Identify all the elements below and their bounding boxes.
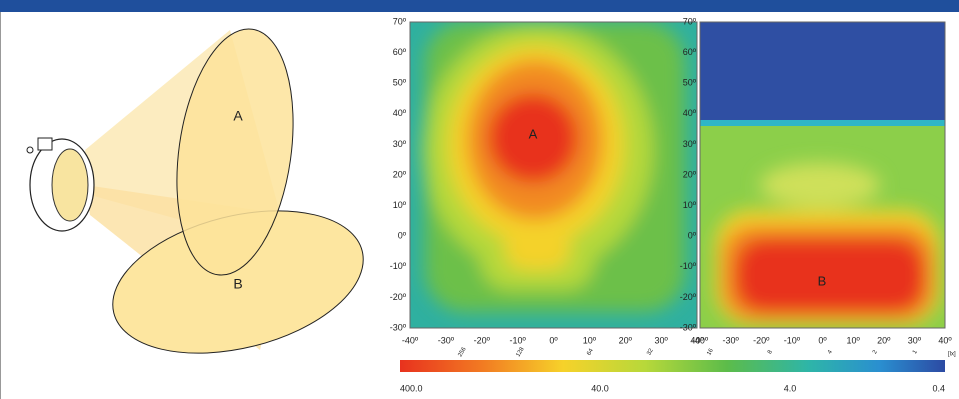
x-tick-label: 20º (619, 335, 633, 345)
x-tick-label: -40º (402, 335, 419, 345)
y-tick-label: 10º (683, 200, 697, 210)
x-tick-label: -40º (692, 335, 709, 345)
y-tick-label: -20º (680, 292, 697, 302)
y-tick-label: 60º (393, 47, 407, 57)
x-tick-label: -20º (474, 335, 491, 345)
x-tick-label: 0º (549, 335, 558, 345)
plot-frame (409, 21, 698, 329)
colorbar (400, 360, 945, 372)
y-tick-label: 10º (393, 200, 407, 210)
colorbar-label: 40.0 (591, 383, 609, 393)
zone-label: B (818, 273, 827, 288)
headlamp-illustration: A B (26, 28, 364, 354)
y-tick-label: 40º (683, 108, 697, 118)
colorbar-tick: 32 (646, 347, 655, 356)
x-tick-label: -10º (509, 335, 526, 345)
y-tick-label: 60º (683, 47, 697, 57)
y-tick-label: -10º (390, 261, 407, 271)
colorbar-unit: [lx] (948, 352, 956, 358)
x-tick-label: 10º (846, 335, 860, 345)
colorbar-tick: 16 (706, 347, 715, 356)
colorbar-tick: 64 (586, 347, 595, 356)
colorbar-tick: 1 (912, 349, 919, 355)
y-tick-label: 50º (683, 78, 697, 88)
x-tick-label: -30º (438, 335, 455, 345)
beam-label: A (233, 108, 243, 124)
x-tick-label: -10º (784, 335, 801, 345)
zone-label: A (529, 126, 538, 141)
x-tick-label: -30º (722, 335, 739, 345)
y-tick-label: -20º (390, 292, 407, 302)
y-tick-label: 20º (683, 169, 697, 179)
y-tick-label: 70º (393, 16, 407, 26)
colorbar-label: 0.4 (932, 383, 945, 393)
heatmap-a (410, 22, 697, 328)
header-bar (0, 0, 959, 12)
y-tick-label: 30º (393, 139, 407, 149)
x-tick-label: 10º (583, 335, 597, 345)
y-tick-label: 20º (393, 169, 407, 179)
x-tick-label: -20º (753, 335, 770, 345)
plot-frame (699, 21, 946, 329)
y-tick-label: 70º (683, 16, 697, 26)
colorbar-tick: 4 (827, 349, 834, 355)
colorbar-tick: 128 (515, 346, 526, 358)
colorbar-tick: 256 (457, 346, 468, 358)
y-tick-label: 0º (398, 231, 407, 241)
colorbar-label: 400.0 (400, 383, 423, 393)
y-tick-label: -30º (680, 322, 697, 332)
y-tick-label: -30º (390, 322, 407, 332)
colorbar-tick: 8 (767, 349, 774, 355)
y-tick-label: 30º (683, 139, 697, 149)
beam-label: B (233, 276, 242, 292)
heatmap-b (700, 22, 945, 328)
x-tick-label: 30º (908, 335, 922, 345)
y-tick-label: 40º (393, 108, 407, 118)
y-tick-label: 0º (688, 231, 697, 241)
y-tick-label: 50º (393, 78, 407, 88)
x-tick-label: 40º (690, 335, 704, 345)
x-tick-label: 40º (938, 335, 952, 345)
colorbar-label: 4.0 (784, 383, 797, 393)
x-tick-label: 20º (877, 335, 891, 345)
colorbar-tick: 2 (872, 349, 879, 355)
y-tick-label: -10º (680, 261, 697, 271)
x-tick-label: 30º (654, 335, 668, 345)
x-tick-label: 0º (818, 335, 827, 345)
